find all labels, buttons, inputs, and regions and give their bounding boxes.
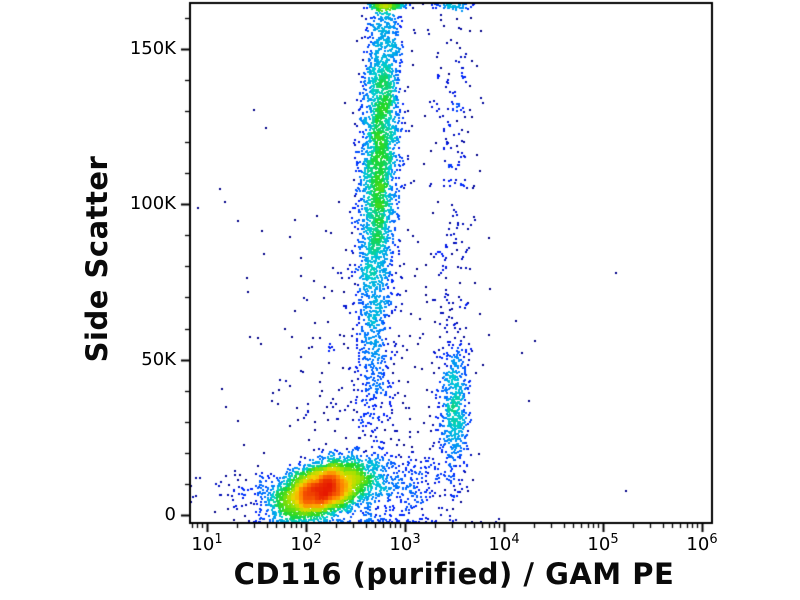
x-tick-exponent: 5 <box>610 532 619 547</box>
x-tick-label-1e5: 105 <box>587 533 618 554</box>
x-tick-label-1e6: 106 <box>686 533 717 554</box>
x-tick-exponent: 1 <box>214 532 223 547</box>
x-tick-label-1e4: 104 <box>488 533 519 554</box>
x-tick-base: 10 <box>488 534 512 555</box>
y-tick-label-0: 0 <box>164 504 176 525</box>
x-tick-label-1e3: 103 <box>389 533 420 554</box>
x-tick-exponent: 4 <box>511 532 520 547</box>
x-tick-exponent: 2 <box>313 532 322 547</box>
x-tick-base: 10 <box>587 534 611 555</box>
y-axis-title: Side Scatter <box>80 155 114 363</box>
x-tick-exponent: 6 <box>709 532 718 547</box>
x-tick-exponent: 3 <box>412 532 421 547</box>
x-tick-label-1e1: 101 <box>191 533 222 554</box>
y-tick-label-50k: 50K <box>141 349 176 370</box>
x-axis-title: CD116 (purified) / GAM PE <box>233 557 675 591</box>
x-tick-base: 10 <box>290 534 314 555</box>
x-tick-base: 10 <box>191 534 215 555</box>
y-tick-label-150k: 150K <box>129 38 176 59</box>
x-tick-base: 10 <box>389 534 413 555</box>
x-tick-label-1e2: 102 <box>290 533 321 554</box>
y-tick-label-100k: 100K <box>129 193 176 214</box>
x-tick-base: 10 <box>686 534 710 555</box>
